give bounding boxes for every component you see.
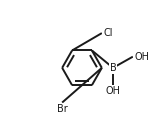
Text: OH: OH bbox=[134, 52, 149, 62]
Text: B: B bbox=[110, 63, 116, 73]
Text: Cl: Cl bbox=[103, 28, 113, 38]
Text: Br: Br bbox=[57, 104, 68, 114]
Text: OH: OH bbox=[105, 86, 120, 96]
